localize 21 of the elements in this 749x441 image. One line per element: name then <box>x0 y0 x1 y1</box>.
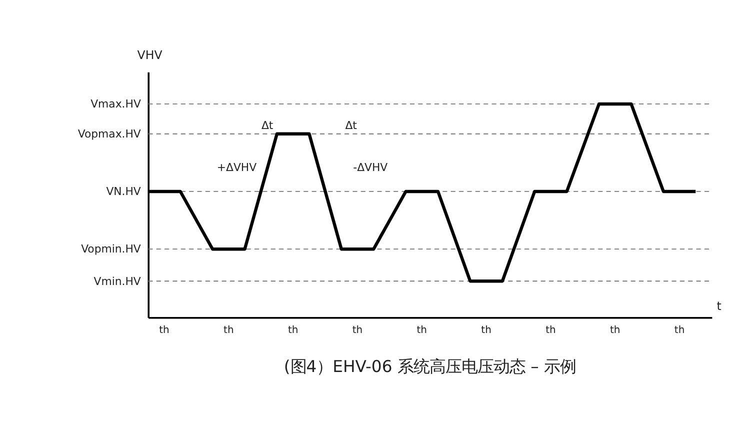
text: th <box>481 324 492 336</box>
text: (图4）EHV-06 系统高压电压动态 – 示例 <box>284 356 576 376</box>
text: th <box>224 324 234 336</box>
annotation: +ΔVHV <box>216 161 258 174</box>
annotation: Δt <box>261 118 274 132</box>
annotation: Δt <box>345 118 358 132</box>
text: th <box>159 324 170 336</box>
text: th <box>416 324 428 336</box>
text: th <box>352 324 363 336</box>
y-axis-title: VHV <box>137 48 162 62</box>
text: th <box>288 324 298 336</box>
ref-line-label: Vopmin.HV <box>81 242 142 256</box>
text: th <box>546 324 556 336</box>
ref-line-label: Vmin.HV <box>94 274 142 288</box>
ref-line-label: Vmax.HV <box>90 98 142 111</box>
text: th <box>610 324 620 336</box>
ref-line-label: VN.HV <box>106 185 142 198</box>
text: th <box>674 324 685 336</box>
annotation: -ΔVHV <box>353 161 388 174</box>
ref-line-label: Vopmax.HV <box>78 127 142 140</box>
x-axis-title: t <box>716 299 722 314</box>
